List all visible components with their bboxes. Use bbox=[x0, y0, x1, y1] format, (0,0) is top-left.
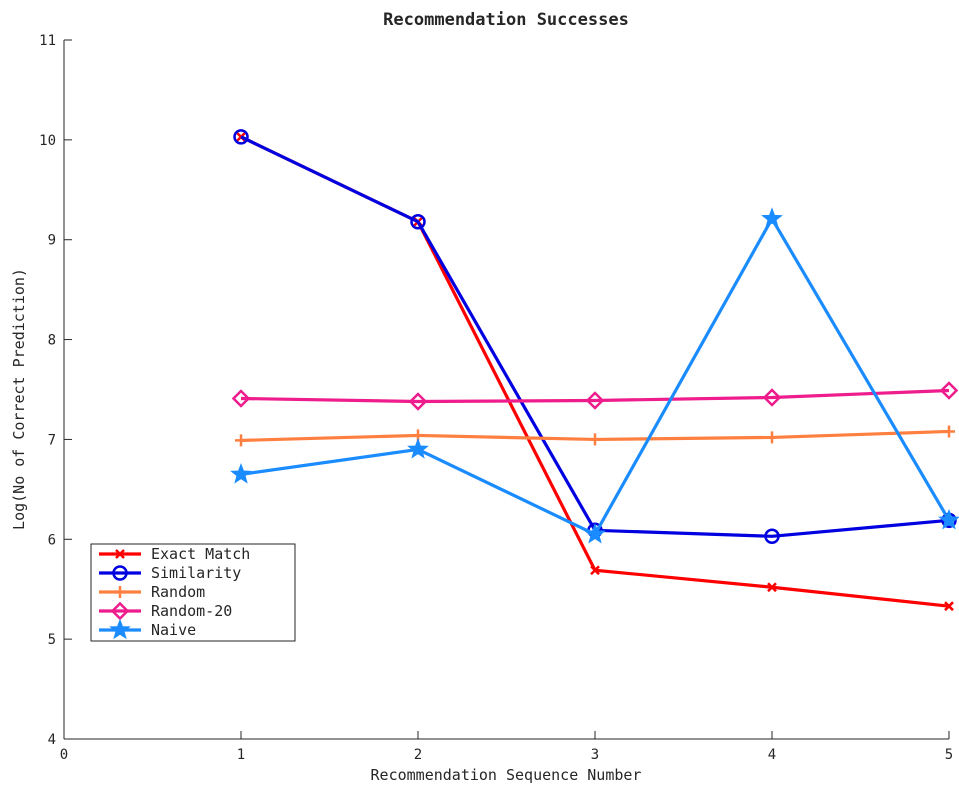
axes: 4 5 6 7 8 9 10 11 0 1 2 3 4 5 bbox=[39, 33, 953, 763]
data-point bbox=[939, 381, 959, 400]
legend-marker bbox=[110, 601, 130, 621]
legend-item: Exact Match bbox=[99, 545, 250, 563]
legend-label: Random bbox=[151, 583, 205, 601]
data-point bbox=[233, 129, 249, 145]
legend-label: Random-20 bbox=[151, 602, 232, 620]
data-point bbox=[589, 433, 601, 446]
series-random bbox=[235, 425, 955, 447]
data-point bbox=[585, 391, 605, 410]
series-random-20 bbox=[231, 381, 959, 411]
data-point bbox=[938, 508, 959, 530]
y-tick-label: 8 bbox=[48, 333, 56, 349]
x-tick-label: 5 bbox=[945, 747, 953, 763]
legend-item: Random bbox=[99, 583, 205, 601]
legend-item: Random-20 bbox=[99, 601, 232, 621]
data-point bbox=[235, 434, 247, 447]
x-tick-label: 2 bbox=[414, 747, 422, 763]
legend-label: Exact Match bbox=[151, 545, 250, 563]
data-point bbox=[408, 392, 428, 411]
x-tick-label: 1 bbox=[237, 747, 245, 763]
x-tick-label: 3 bbox=[591, 747, 599, 763]
data-point bbox=[407, 437, 429, 459]
y-tick-label: 9 bbox=[48, 233, 56, 249]
data-point bbox=[231, 389, 251, 408]
y-tick-label: 6 bbox=[48, 532, 56, 548]
data-point bbox=[764, 528, 780, 545]
x-tick-label: 0 bbox=[60, 747, 68, 763]
y-tick-label: 4 bbox=[48, 732, 56, 748]
data-point bbox=[767, 582, 777, 593]
legend-label: Similarity bbox=[151, 564, 241, 582]
legend-marker bbox=[115, 549, 125, 559]
x-axis-label: Recommendation Sequence Number bbox=[371, 766, 642, 784]
data-point bbox=[230, 462, 252, 484]
legend-item: Naive bbox=[99, 618, 196, 640]
y-tick-label: 7 bbox=[48, 432, 56, 448]
legend-marker bbox=[112, 565, 128, 581]
series-line bbox=[240, 388, 950, 404]
legend-marker bbox=[114, 586, 126, 598]
series-line bbox=[240, 217, 951, 536]
data-series bbox=[230, 129, 959, 612]
data-point bbox=[584, 522, 606, 544]
y-tick-label: 11 bbox=[39, 33, 56, 49]
y-tick-label: 5 bbox=[48, 632, 56, 648]
legend-marker bbox=[109, 618, 131, 640]
x-tick-label: 4 bbox=[768, 747, 776, 763]
data-point bbox=[943, 425, 955, 438]
legend-item: Similarity bbox=[99, 564, 241, 582]
series-naive bbox=[230, 207, 959, 544]
data-point bbox=[762, 388, 782, 407]
data-point bbox=[766, 431, 778, 444]
data-point bbox=[410, 213, 426, 230]
data-point bbox=[590, 565, 600, 576]
data-point bbox=[761, 207, 783, 228]
data-point bbox=[944, 601, 954, 612]
legend-label: Naive bbox=[151, 621, 196, 639]
legend: Exact MatchSimilarityRandomRandom-20Naiv… bbox=[90, 543, 296, 642]
chart-title: Recommendation Successes bbox=[383, 10, 629, 30]
series-similarity bbox=[233, 129, 957, 545]
y-axis-label: Log(No of Correct Prediction) bbox=[10, 268, 28, 530]
y-tick-label: 10 bbox=[39, 133, 56, 149]
